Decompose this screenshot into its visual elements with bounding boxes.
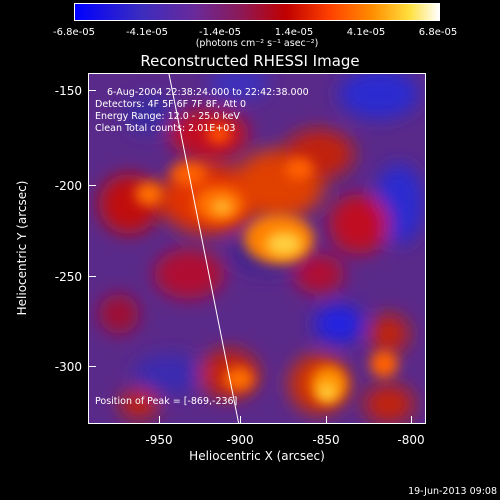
colorbar-tick: 4.1e-05 [346,27,386,38]
peak-position-label: Position of Peak = [-869,-236] [95,396,238,407]
y-axis-label: Heliocentric Y (arcsec) [15,180,29,316]
colorbar-units: (photons cm⁻² s⁻¹ asec⁻²) [195,38,319,49]
y-tick-mark [88,90,96,91]
x-tick-label: -850 [312,433,340,447]
y-tick-mark [88,185,96,186]
x-tick-label: -800 [397,433,425,447]
x-tick-mark [411,416,412,424]
y-tick-mark [88,276,96,277]
colorbar-tick: 1.4e-05 [274,27,314,38]
colorbar-tick: -1.4e-05 [199,27,241,38]
colorbar-tick: -6.8e-05 [53,27,95,38]
x-tick-label: -950 [145,433,173,447]
colorbar-tick: -4.1e-05 [126,27,168,38]
clean-counts-label: Clean Total counts: 2.01E+03 [95,123,236,134]
timestamp: 19-Jun-2013 09:08 [408,486,497,497]
x-tick-label: -900 [226,433,254,447]
y-tick-label: -200 [54,179,82,193]
x-tick-mark [326,416,327,424]
hxr-image-map [89,74,425,423]
colorbar-tick: 6.8e-05 [418,27,458,38]
colorbar [74,3,440,21]
time-range-label: 6-Aug-2004 22:38:24.000 to 22:42:38.000 [107,87,309,98]
image-title: Reconstructed RHESSI Image [140,52,360,70]
y-tick-label: -150 [54,84,82,98]
y-tick-label: -250 [54,270,82,284]
hxr-image-plot: 6-Aug-2004 22:38:24.000 to 22:42:38.000 … [88,73,426,424]
y-tick-label: -300 [54,360,82,374]
y-tick-mark [88,366,96,367]
x-axis-label: Heliocentric X (arcsec) [189,449,325,463]
x-tick-mark [159,416,160,424]
energy-range-label: Energy Range: 12.0 - 25.0 keV [95,111,240,122]
detectors-label: Detectors: 4F 5F 6F 7F 8F, Att 0 [95,99,247,110]
x-tick-mark [240,416,241,424]
